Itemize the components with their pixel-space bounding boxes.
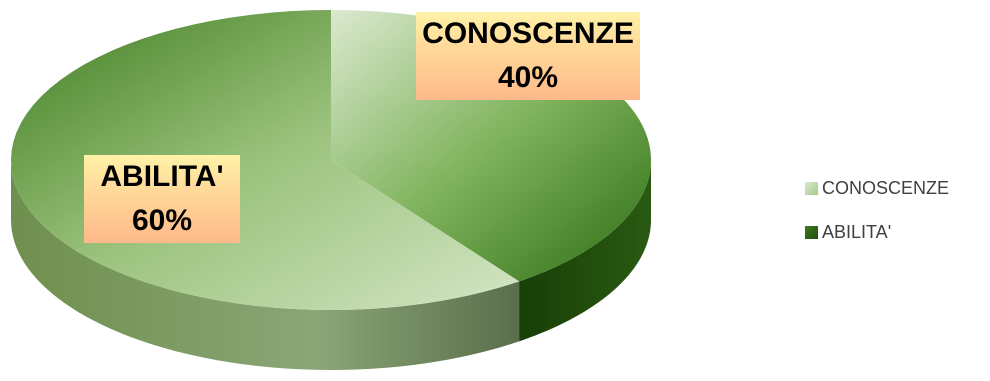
legend-item-conoscenze: CONOSCENZE bbox=[805, 176, 949, 200]
slice-conoscenze-side bbox=[519, 160, 651, 342]
legend-label: CONOSCENZE bbox=[822, 177, 950, 198]
data-label-category: ABILITA' bbox=[100, 160, 224, 193]
data-label-category: CONOSCENZE bbox=[422, 17, 634, 50]
data-label-value: 40% bbox=[497, 61, 559, 94]
legend-label: ABILITA' bbox=[822, 221, 892, 242]
slice-abilita-side bbox=[11, 160, 520, 370]
data-label-conoscenze: CONOSCENZE 40% bbox=[416, 12, 640, 100]
legend-swatch bbox=[805, 181, 818, 195]
legend-swatch bbox=[805, 225, 818, 239]
legend-item-abilita: ABILITA' bbox=[805, 220, 949, 244]
legend: CONOSCENZE ABILITA' bbox=[805, 176, 949, 264]
data-label-value: 60% bbox=[131, 204, 193, 237]
data-label-abilita: ABILITA' 60% bbox=[84, 155, 240, 243]
